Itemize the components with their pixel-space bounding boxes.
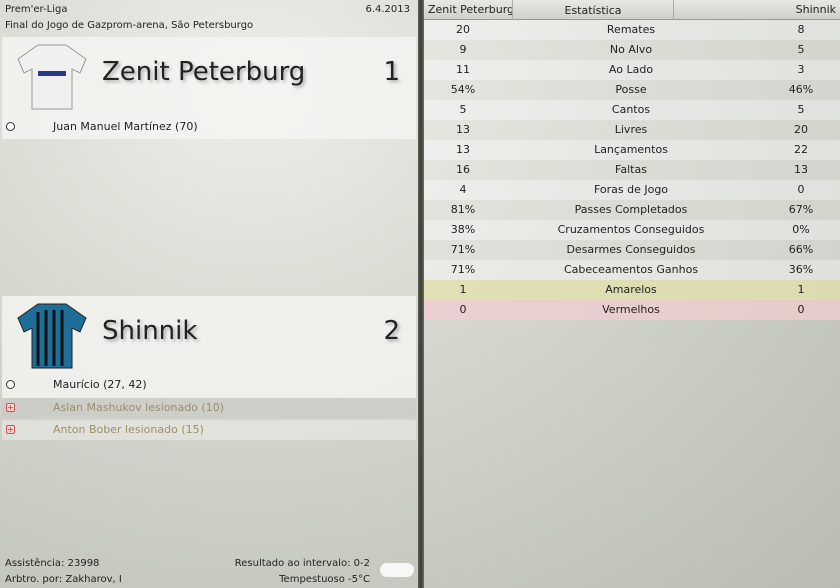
injury-event: + Aslan Mashukov lesionado (10) — [2, 398, 416, 418]
injury-icon: + — [6, 403, 15, 412]
venue-text: Final do Jogo de Gazprom-arena, São Pete… — [5, 20, 254, 31]
stats-row: 13 Livres 20 — [424, 120, 840, 140]
header-stat[interactable]: Estatística — [512, 0, 674, 20]
ball-icon — [6, 380, 15, 389]
stat-label: Lançamentos — [594, 143, 668, 156]
stat-label: Cruzamentos Conseguidos — [557, 223, 705, 236]
match-date: 6.4.2013 — [365, 4, 410, 15]
stat-home: 11 — [456, 63, 470, 76]
event-text[interactable]: Anton Bober lesionado (15) — [53, 423, 204, 436]
stat-away: 13 — [794, 163, 808, 176]
stat-away: 5 — [797, 43, 805, 56]
stat-home: 13 — [456, 123, 470, 136]
referee: Arbtro. por: Zakharov, I — [5, 574, 122, 585]
stat-home: 0 — [459, 303, 467, 316]
stat-away: 3 — [797, 63, 805, 76]
stat-home: 13 — [456, 143, 470, 156]
stat-label: Cantos — [611, 103, 651, 116]
stats-row: 13 Lançamentos 22 — [424, 140, 840, 160]
injury-event: + Anton Bober lesionado (15) — [2, 420, 416, 440]
halftime-result: Resultado ao intervalo: 0-2 — [234, 558, 370, 569]
stat-label: Amarelos — [605, 283, 657, 296]
stat-label: Livres — [614, 123, 648, 136]
stat-home: 54% — [450, 83, 476, 96]
stat-away: 46% — [788, 83, 814, 96]
stat-home: 38% — [450, 223, 476, 236]
stat-away: 1 — [797, 283, 805, 296]
cloud-icon — [380, 563, 414, 577]
stat-away: 36% — [788, 263, 814, 276]
stats-row: 11 Ao Lado 3 — [424, 60, 840, 80]
stat-label: Foras de Jogo — [593, 183, 669, 196]
event-text[interactable]: Aslan Mashukov lesionado (10) — [53, 401, 224, 414]
stats-row: 4 Foras de Jogo 0 — [424, 180, 840, 200]
home-shirt-icon — [17, 44, 87, 110]
stat-home: 16 — [456, 163, 470, 176]
stats-row: 20 Remates 8 — [424, 20, 840, 40]
header-home[interactable]: Zenit Peterburg — [428, 3, 515, 16]
stat-home: 4 — [459, 183, 467, 196]
stats-row: 5 Cantos 5 — [424, 100, 840, 120]
stats-row: 9 No Alvo 5 — [424, 40, 840, 60]
stats-row: 54% Posse 46% — [424, 80, 840, 100]
stats-row: 38% Cruzamentos Conseguidos 0% — [424, 220, 840, 240]
stat-away: 67% — [788, 203, 814, 216]
stats-row: 71% Cabeceamentos Ganhos 36% — [424, 260, 840, 280]
stat-label: Desarmes Conseguidos — [566, 243, 696, 256]
stats-row: 16 Faltas 13 — [424, 160, 840, 180]
stat-label: Ao Lado — [608, 63, 654, 76]
home-team-name[interactable]: Zenit Peterburg — [102, 57, 306, 87]
injury-icon: + — [6, 425, 15, 434]
stat-home: 81% — [450, 203, 476, 216]
stat-home: 71% — [450, 263, 476, 276]
event-text[interactable]: Maurício (27, 42) — [53, 378, 147, 391]
stat-home: 5 — [459, 103, 467, 116]
stat-away: 0 — [797, 183, 805, 196]
stats-row: 1 Amarelos 1 — [424, 280, 840, 300]
stats-row: 0 Vermelhos 0 — [424, 300, 840, 320]
match-summary-panel: Prem'er-Liga 6.4.2013 Final do Jogo de G… — [0, 0, 418, 588]
stat-label: No Alvo — [609, 43, 653, 56]
stat-label: Passes Completados — [574, 203, 688, 216]
stat-home: 71% — [450, 243, 476, 256]
weather: Tempestuoso -5°C — [279, 574, 370, 585]
stats-row: 81% Passes Completados 67% — [424, 200, 840, 220]
stat-away: 8 — [797, 23, 805, 36]
stat-label: Faltas — [615, 163, 647, 176]
panel-divider[interactable] — [418, 0, 424, 588]
stat-label: Vermelhos — [602, 303, 660, 316]
stat-home: 20 — [456, 23, 470, 36]
ball-icon — [6, 122, 15, 131]
stat-label: Remates — [606, 23, 656, 36]
stat-home: 1 — [459, 283, 467, 296]
stat-away: 0 — [797, 303, 805, 316]
away-team-box: Shinnik 2 — [2, 296, 416, 398]
home-score: 1 — [383, 57, 400, 87]
stat-away: 20 — [794, 123, 808, 136]
home-team-box: Zenit Peterburg 1 — [2, 37, 416, 139]
stats-panel: Zenit Peterburg Estatística Shinnik 20 Re… — [424, 0, 840, 588]
league-name: Prem'er-Liga — [5, 4, 68, 15]
attendance: Assistência: 23998 — [5, 558, 100, 569]
stat-away: 22 — [794, 143, 808, 156]
header-away[interactable]: Shinnik — [795, 3, 836, 16]
event-text[interactable]: Juan Manuel Martínez (70) — [53, 120, 198, 133]
stats-row: 71% Desarmes Conseguidos 66% — [424, 240, 840, 260]
stats-header: Zenit Peterburg Estatística Shinnik — [424, 0, 840, 20]
away-shirt-icon — [17, 303, 87, 369]
stat-away: 66% — [788, 243, 814, 256]
away-score: 2 — [383, 316, 400, 346]
stat-home: 9 — [459, 43, 467, 56]
stat-label: Cabeceamentos Ganhos — [563, 263, 699, 276]
stat-away: 0% — [792, 223, 810, 236]
goal-event: Maurício (27, 42) — [2, 375, 416, 395]
away-team-name[interactable]: Shinnik — [102, 316, 198, 346]
stat-away: 5 — [797, 103, 805, 116]
stat-label: Posse — [615, 83, 647, 96]
goal-event: Juan Manuel Martínez (70) — [2, 117, 416, 137]
